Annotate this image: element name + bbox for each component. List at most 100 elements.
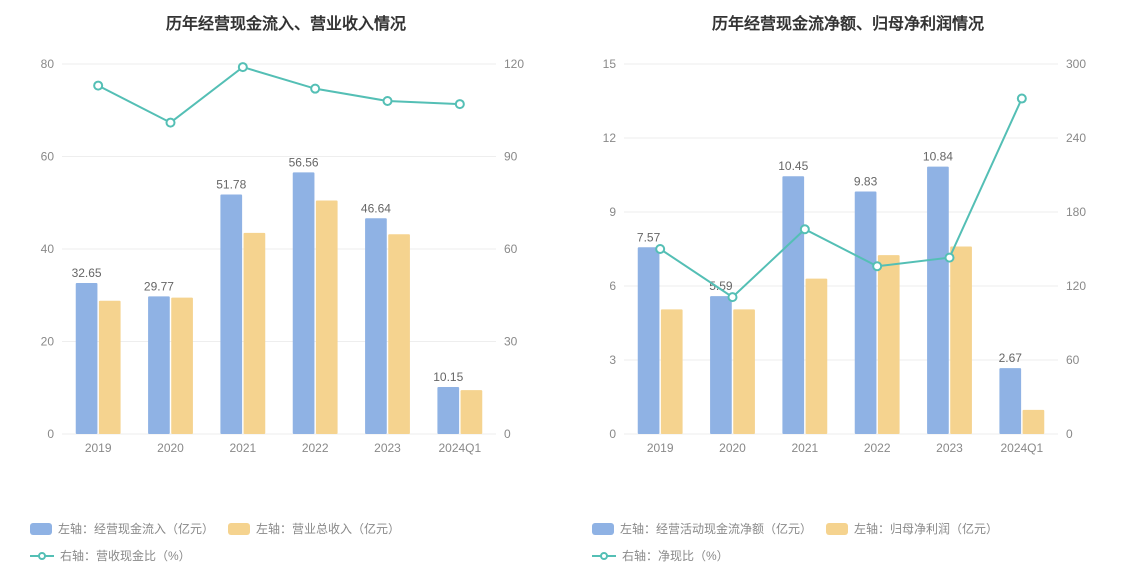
right-legend-item-2: 左轴：归母净利润（亿元） [826, 520, 998, 537]
svg-text:12: 12 [603, 131, 617, 145]
line-marker [94, 82, 102, 90]
svg-text:9: 9 [609, 205, 616, 219]
bar-series1 [927, 167, 949, 434]
bar-series1 [76, 283, 98, 434]
left-legend-swatch-2 [228, 523, 250, 535]
svg-text:240: 240 [1066, 131, 1086, 145]
left-legend-item-2: 左轴：营业总收入（亿元） [228, 520, 400, 537]
right-legend-label-2: 左轴：归母净利润（亿元） [854, 520, 998, 537]
bar-series1 [220, 195, 242, 434]
category-label: 2024Q1 [1000, 441, 1043, 455]
bar-series2 [171, 298, 193, 434]
category-label: 2020 [719, 441, 746, 455]
bar-series1 [855, 192, 877, 434]
svg-text:300: 300 [1066, 57, 1086, 71]
line-marker [167, 119, 175, 127]
left-legend-item-1: 左轴：经营现金流入（亿元） [30, 520, 214, 537]
bar-series2 [661, 309, 683, 434]
left-chart-panel: 历年经营现金流入、营业收入情况 020406080030609012032.65… [20, 10, 552, 572]
right-legend-label-3: 右轴：净现比（%） [622, 547, 729, 564]
bar-series2 [388, 234, 410, 434]
bar-series1 [999, 368, 1021, 434]
bar-series1 [782, 176, 804, 434]
left-legend-swatch-1 [30, 523, 52, 535]
left-chart-svg: 020406080030609012032.65201929.77202051.… [20, 44, 540, 464]
category-label: 2019 [647, 441, 674, 455]
bar-value-label: 10.15 [433, 370, 463, 384]
svg-text:80: 80 [41, 57, 55, 71]
bar-series1 [437, 387, 459, 434]
svg-text:60: 60 [504, 242, 518, 256]
line-marker [729, 293, 737, 301]
bar-value-label: 10.45 [778, 159, 808, 173]
svg-text:20: 20 [41, 335, 55, 349]
left-legend-label-2: 左轴：营业总收入（亿元） [256, 520, 400, 537]
right-chart-panel: 历年经营现金流净额、归母净利润情况 0369121506012018024030… [582, 10, 1114, 572]
line-marker [801, 225, 809, 233]
category-label: 2022 [864, 441, 891, 455]
left-legend-item-3: 右轴：营收现金比（%） [30, 547, 191, 564]
svg-text:0: 0 [609, 427, 616, 441]
category-label: 2021 [229, 441, 256, 455]
bar-series2 [950, 247, 972, 434]
bar-series2 [733, 309, 755, 434]
right-legend-item-1: 左轴：经营活动现金流净额（亿元） [592, 520, 812, 537]
bar-series2 [461, 390, 483, 434]
right-legend-swatch-1 [592, 523, 614, 535]
bar-value-label: 9.83 [854, 175, 878, 189]
svg-text:120: 120 [504, 57, 524, 71]
line-marker [946, 254, 954, 262]
left-legend-label-3: 右轴：营收现金比（%） [60, 547, 191, 564]
category-label: 2024Q1 [438, 441, 481, 455]
line-marker [1018, 95, 1026, 103]
left-legend: 左轴：经营现金流入（亿元） 左轴：营业总收入（亿元） 右轴：营收现金比（%） [20, 512, 552, 572]
bar-series2 [878, 255, 900, 434]
bar-value-label: 5.59 [709, 279, 733, 293]
left-chart-area: 020406080030609012032.65201929.77202051.… [20, 44, 552, 512]
bar-series1 [293, 172, 315, 434]
svg-text:0: 0 [504, 427, 511, 441]
line-marker [311, 85, 319, 93]
bar-value-label: 51.78 [216, 178, 246, 192]
right-legend-swatch-2 [826, 523, 848, 535]
category-label: 2020 [157, 441, 184, 455]
svg-text:3: 3 [609, 353, 616, 367]
bar-series1 [148, 296, 170, 434]
category-label: 2021 [791, 441, 818, 455]
bar-series2 [99, 301, 121, 434]
bar-series1 [365, 218, 387, 434]
svg-text:120: 120 [1066, 279, 1086, 293]
right-legend-swatch-3 [592, 555, 616, 557]
svg-text:6: 6 [609, 279, 616, 293]
bar-value-label: 10.84 [923, 150, 953, 164]
bar-series1 [710, 296, 732, 434]
category-label: 2023 [936, 441, 963, 455]
svg-text:60: 60 [41, 150, 55, 164]
left-legend-label-1: 左轴：经营现金流入（亿元） [58, 520, 214, 537]
bar-value-label: 56.56 [289, 155, 319, 169]
right-legend: 左轴：经营活动现金流净额（亿元） 左轴：归母净利润（亿元） 右轴：净现比（%） [582, 512, 1114, 572]
bar-series2 [316, 200, 338, 434]
bar-series2 [806, 279, 828, 434]
line-marker [456, 100, 464, 108]
line-series [98, 67, 460, 123]
category-label: 2022 [302, 441, 329, 455]
category-label: 2019 [85, 441, 112, 455]
svg-text:60: 60 [1066, 353, 1080, 367]
line-marker [239, 63, 247, 71]
svg-text:30: 30 [504, 335, 518, 349]
svg-text:15: 15 [603, 57, 617, 71]
bar-value-label: 46.64 [361, 201, 391, 215]
svg-text:40: 40 [41, 242, 55, 256]
right-chart-area: 036912150601201802403007.5720195.5920201… [582, 44, 1114, 512]
left-chart-title: 历年经营现金流入、营业收入情况 [20, 10, 552, 34]
svg-text:0: 0 [47, 427, 54, 441]
line-marker [873, 262, 881, 270]
line-marker [384, 97, 392, 105]
right-legend-label-1: 左轴：经营活动现金流净额（亿元） [620, 520, 812, 537]
svg-text:180: 180 [1066, 205, 1086, 219]
bar-series2 [244, 233, 266, 434]
line-marker [656, 245, 664, 253]
bar-series2 [1023, 410, 1045, 434]
bar-value-label: 32.65 [72, 266, 102, 280]
